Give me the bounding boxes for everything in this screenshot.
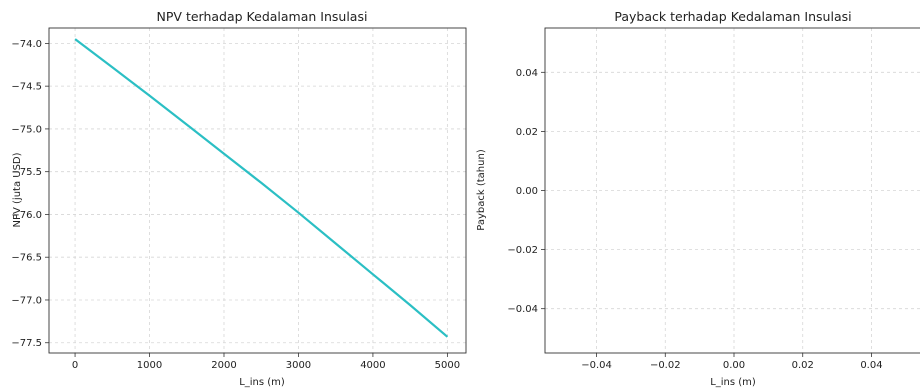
payback-x-tick-label: −0.02 [650, 360, 681, 371]
npv-y-tick-label: −76.0 [11, 210, 42, 221]
npv-plot-frame [48, 27, 467, 354]
npv-x-ticks: 0 1000 2000 3000 4000 5000 [72, 353, 460, 371]
payback-y-tick-label: −0.02 [507, 245, 538, 256]
npv-y-axis-label: NPV (juta USD) [12, 152, 23, 227]
payback-y-ticks: 0.04 0.02 0.00 −0.02 −0.04 [507, 68, 545, 315]
npv-y-tick-label: −75.5 [11, 167, 42, 178]
npv-y-tick-label: −76.5 [11, 253, 42, 264]
payback-x-tick-label: −0.04 [581, 360, 612, 371]
npv-x-tick-label: 4000 [360, 360, 385, 371]
npv-x-tick-label: 2000 [211, 360, 236, 371]
npv-y-tick-label: −77.0 [11, 295, 42, 306]
payback-y-tick-label: 0.04 [516, 68, 538, 79]
payback-x-tick-label: 0.00 [723, 360, 745, 371]
npv-series-line [74, 38, 449, 338]
npv-chart-title: NPV terhadap Kedalaman Insulasi [157, 9, 368, 24]
npv-x-axis-label: L_ins (m) [239, 377, 285, 388]
npv-chart: NPV terhadap Kedalaman Insulasi 0 1000 200… [11, 9, 467, 388]
payback-y-tick-label: 0.00 [516, 186, 538, 197]
payback-x-tick-label: 0.02 [792, 360, 814, 371]
npv-x-tick-label: 5000 [435, 360, 460, 371]
npv-y-ticks: −74.0 −74.5 −75.0 −75.5 −76.0 −76.5 −77.0 −77.5 [11, 39, 49, 349]
npv-y-tick-label: −74.5 [11, 82, 42, 93]
payback-chart-title: Payback terhadap Kedalaman Insulasi [614, 9, 851, 24]
npv-x-tick-label: 0 [72, 360, 78, 371]
payback-grid [545, 28, 920, 353]
npv-grid [49, 28, 466, 353]
payback-x-axis-label: L_ins (m) [710, 377, 756, 388]
payback-y-axis-label: Payback (tahun) [476, 149, 487, 231]
npv-y-tick-label: −74.0 [11, 39, 42, 50]
npv-series [74, 38, 449, 338]
npv-x-tick-label: 3000 [286, 360, 311, 371]
payback-y-tick-label: −0.04 [507, 304, 538, 315]
payback-x-tick-label: 0.04 [860, 360, 882, 371]
payback-x-ticks: −0.04 −0.02 0.00 0.02 0.04 [581, 353, 883, 371]
payback-chart: Payback terhadap Kedalaman Insulasi −0.0… [476, 9, 920, 388]
payback-y-tick-label: 0.02 [516, 127, 538, 138]
npv-x-tick-label: 1000 [137, 360, 162, 371]
npv-y-tick-label: −75.0 [11, 124, 42, 135]
npv-y-tick-label: −77.5 [11, 338, 42, 349]
